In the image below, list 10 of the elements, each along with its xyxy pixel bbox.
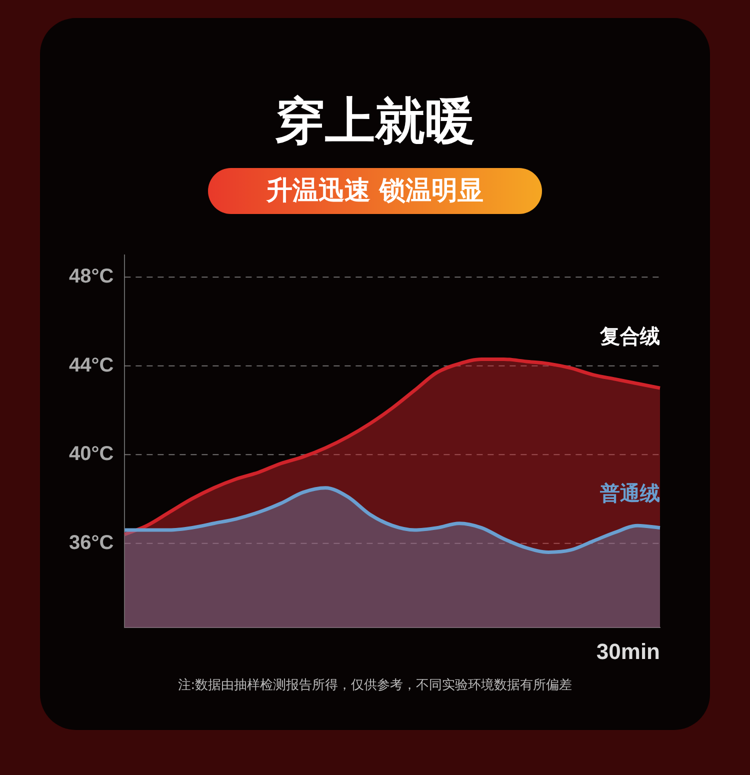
y-tick-label: 48°C	[69, 266, 114, 288]
series-label: 复合绒	[599, 324, 660, 348]
y-tick-label: 44°C	[69, 354, 114, 376]
x-axis-title: 30min	[596, 638, 660, 664]
chart-subtitle: 升温迅速 锁温明显	[208, 168, 542, 214]
y-tick-label: 36°C	[69, 532, 114, 554]
text: 注:数据由抽样检测报告所得，仅供参考，不同实验环境数据有所偏差	[176, 677, 574, 694]
chart-title: 穿上就暖	[274, 91, 476, 152]
series-label: 普通绒	[599, 480, 660, 505]
y-tick-label: 40°C	[69, 443, 114, 466]
